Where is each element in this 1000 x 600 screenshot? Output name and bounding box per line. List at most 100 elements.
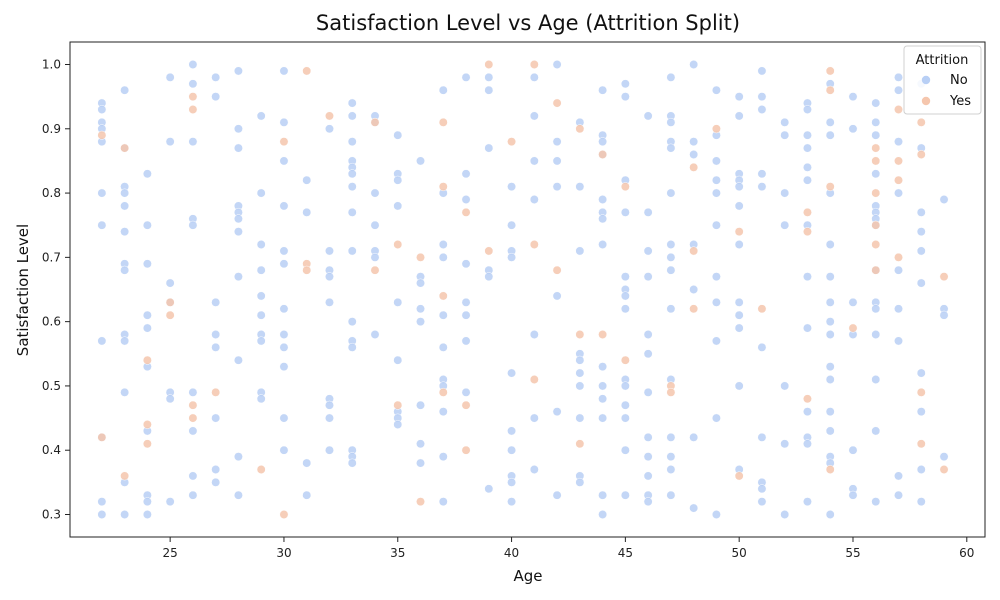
point-no (643, 471, 653, 481)
point-yes (803, 227, 812, 237)
point-no (120, 227, 130, 237)
point-no (393, 175, 403, 185)
point-no (666, 188, 676, 198)
point-no (666, 252, 676, 262)
point-no (894, 137, 903, 147)
point-no (529, 330, 539, 339)
point-no (825, 362, 835, 372)
point-no (552, 407, 562, 417)
point-yes (461, 445, 471, 455)
point-no (552, 291, 562, 301)
point-no (461, 310, 471, 320)
point-no (871, 117, 881, 127)
point-no (871, 330, 881, 339)
point-yes (552, 98, 562, 108)
point-no (620, 304, 630, 314)
point-no (507, 220, 517, 230)
point-no (120, 188, 130, 198)
point-yes (438, 182, 448, 192)
y-tick-label: 0.3 (42, 508, 61, 522)
point-yes (165, 297, 175, 307)
point-no (165, 497, 175, 507)
point-no (370, 252, 380, 262)
point-no (256, 336, 266, 346)
point-no (803, 143, 812, 153)
point-yes (120, 143, 130, 153)
y-axis: 0.3 0.4 0.5 0.6 0.7 0.8 0.9 1.0 (42, 58, 70, 522)
point-yes (211, 387, 221, 397)
point-no (120, 510, 130, 519)
point-no (393, 420, 403, 429)
point-yes (302, 66, 312, 76)
point-no (97, 105, 107, 114)
point-yes (689, 304, 699, 314)
point-no (711, 156, 721, 166)
point-no (598, 195, 608, 204)
point-no (256, 310, 266, 320)
point-no (279, 156, 289, 166)
point-no (97, 510, 107, 519)
point-yes (894, 175, 903, 185)
point-no (825, 407, 835, 417)
point-no (279, 117, 289, 127)
point-no (279, 445, 289, 455)
point-no (484, 272, 494, 282)
point-no (666, 432, 676, 442)
point-no (620, 92, 630, 102)
point-no (142, 323, 152, 333)
point-no (643, 246, 653, 256)
point-no (598, 394, 608, 404)
point-no (803, 439, 812, 449)
point-no (734, 297, 744, 307)
point-no (233, 490, 243, 500)
point-yes (142, 420, 152, 429)
point-yes (484, 246, 494, 256)
point-no (393, 297, 403, 307)
point-no (803, 162, 812, 172)
point-no (666, 465, 676, 474)
point-no (165, 278, 175, 288)
plot-frame (69, 41, 986, 538)
point-no (484, 143, 494, 153)
point-no (871, 375, 881, 384)
x-tick-label: 30 (276, 546, 291, 560)
legend-title: Attrition (916, 53, 969, 68)
point-no (325, 246, 334, 256)
point-no (97, 336, 107, 346)
point-no (347, 458, 357, 468)
point-no (689, 285, 699, 294)
point-no (620, 381, 630, 391)
point-no (643, 330, 653, 339)
point-no (188, 220, 198, 230)
point-yes (689, 162, 699, 172)
point-no (188, 137, 198, 147)
point-no (529, 413, 539, 423)
point-no (552, 490, 562, 500)
point-no (233, 66, 243, 76)
point-yes (438, 117, 448, 127)
point-yes (370, 117, 380, 127)
point-no (393, 201, 403, 211)
point-no (598, 362, 608, 372)
point-no (575, 477, 585, 487)
point-no (689, 432, 699, 442)
point-no (643, 111, 653, 121)
point-yes (97, 432, 107, 442)
point-yes (188, 413, 198, 423)
point-no (871, 426, 881, 436)
legend-marker-no (921, 75, 931, 85)
point-yes (620, 355, 630, 365)
point-no (871, 304, 881, 314)
point-no (211, 342, 221, 352)
point-no (416, 278, 425, 288)
point-no (643, 432, 653, 442)
point-no (256, 188, 266, 198)
point-no (529, 195, 539, 204)
point-yes (438, 387, 448, 397)
point-no (325, 413, 334, 423)
point-no (142, 220, 152, 230)
point-no (211, 92, 221, 102)
point-no (461, 195, 471, 204)
point-no (188, 60, 198, 69)
